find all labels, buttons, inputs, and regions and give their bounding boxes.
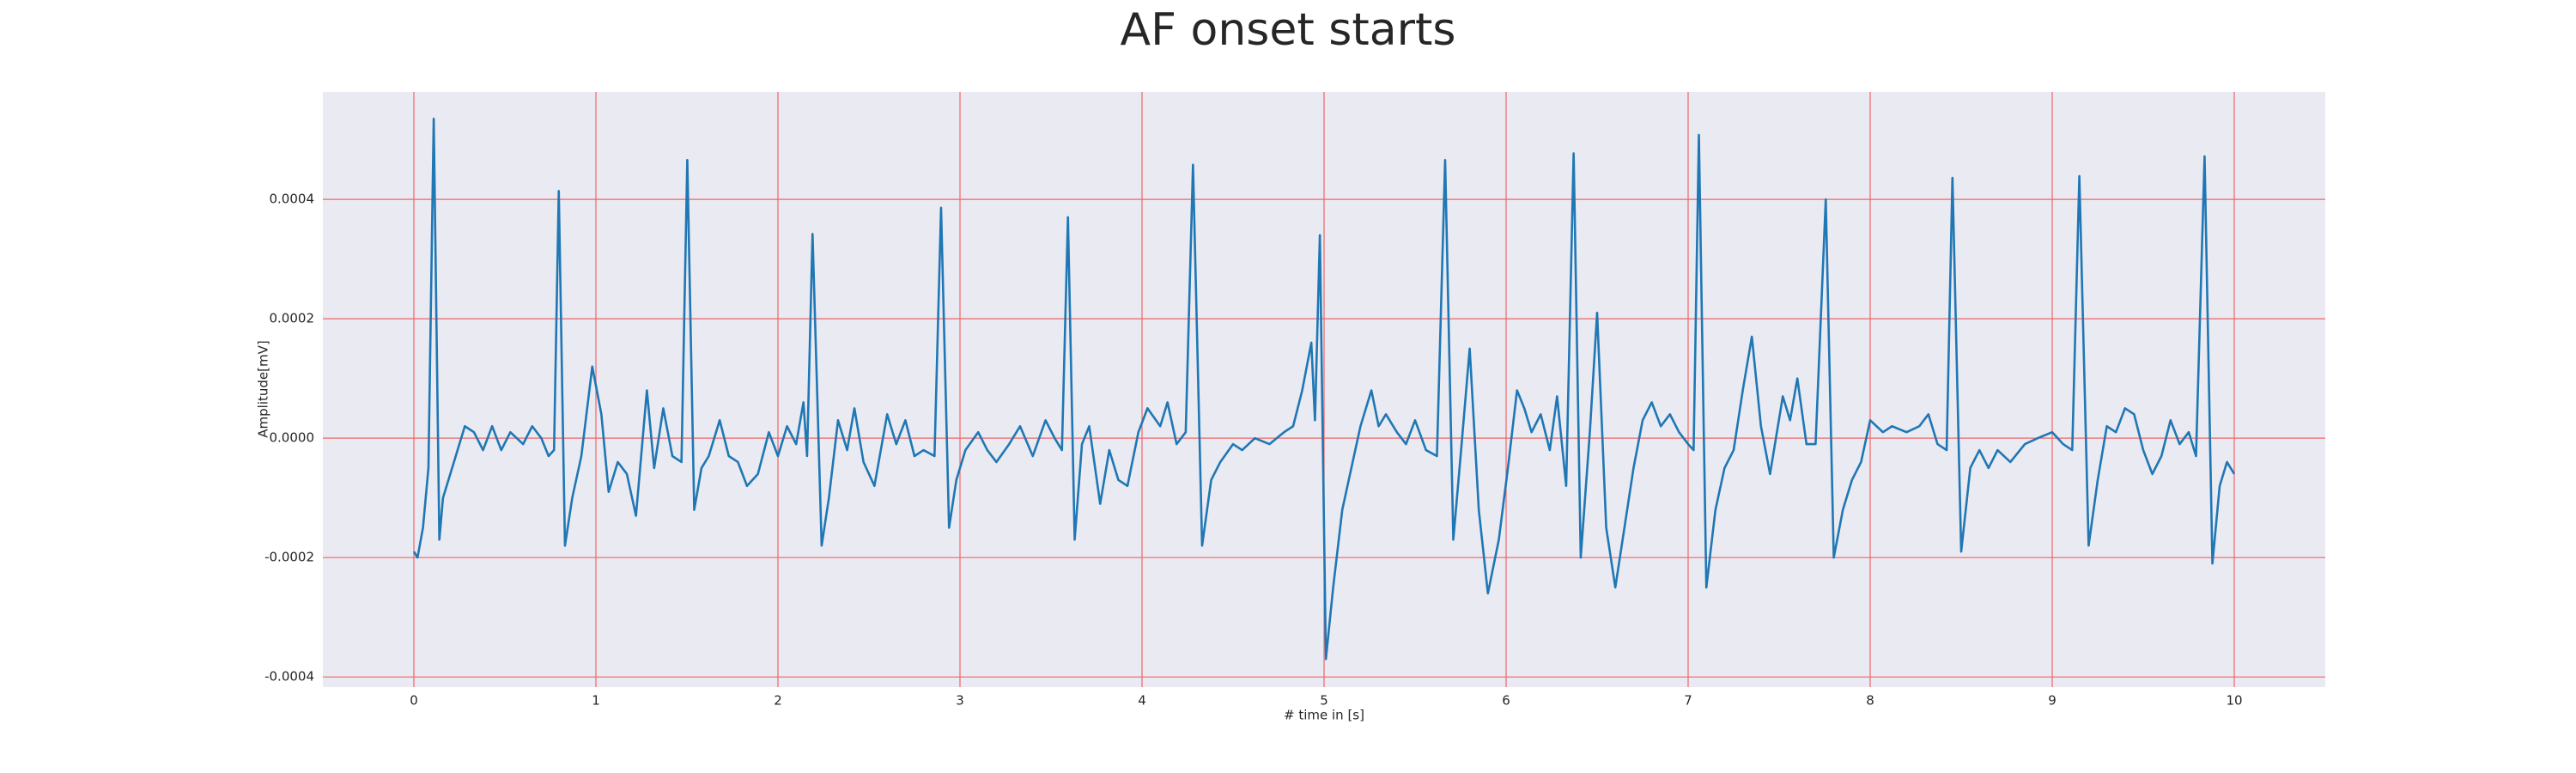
x-tick-label: 3 <box>956 693 964 709</box>
y-axis-label: Amplitude[mV] <box>256 340 271 437</box>
x-tick-label: 1 <box>592 693 600 709</box>
x-tick-label: 4 <box>1138 693 1146 709</box>
x-tick-label: 2 <box>774 693 782 709</box>
x-tick-label: 0 <box>410 693 418 709</box>
y-tick-label: 0.0004 <box>270 192 315 207</box>
y-tick-label: -0.0002 <box>264 550 314 565</box>
x-tick-label: 6 <box>1502 693 1510 709</box>
chart-title: AF onset starts <box>1121 4 1456 56</box>
x-tick-label: 7 <box>1684 693 1692 709</box>
x-axis-label: # time in [s] <box>1284 708 1364 723</box>
y-tick-label: 0.0000 <box>270 430 315 446</box>
signal-line <box>412 117 2236 660</box>
x-tick-label: 5 <box>1320 693 1328 709</box>
x-tick-label: 10 <box>2226 693 2242 709</box>
y-tick-label: 0.0002 <box>270 311 315 326</box>
x-tick-label: 9 <box>2048 693 2057 709</box>
y-tick-label: -0.0004 <box>264 669 314 685</box>
x-tick-label: 8 <box>1866 693 1874 709</box>
